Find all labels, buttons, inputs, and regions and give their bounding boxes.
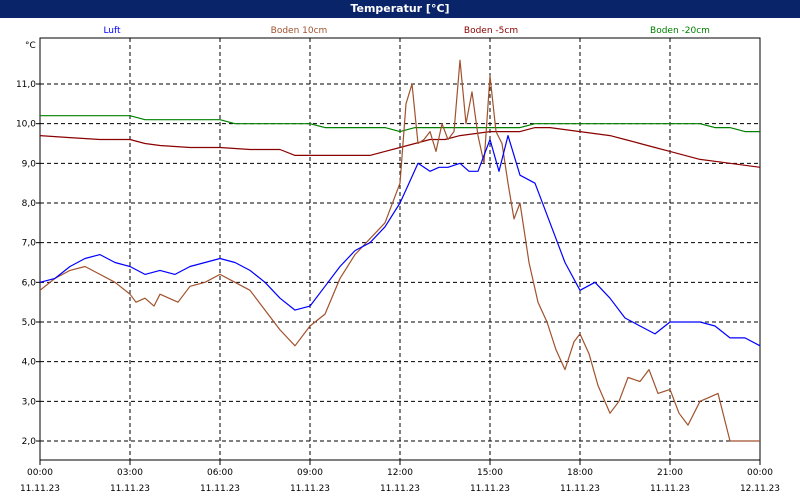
x-tick-date-label: 11.11.23 — [650, 484, 690, 494]
x-tick-date-label: 11.11.23 — [560, 484, 600, 494]
x-tick-time-label: 18:00 — [567, 468, 593, 478]
x-tick-date-label: 11.11.23 — [20, 484, 60, 494]
y-tick-label: 11,0 — [16, 80, 36, 90]
y-tick-label: 8,0 — [22, 199, 37, 209]
legend-luft: Luft — [103, 26, 121, 36]
x-tick-time-label: 06:00 — [207, 468, 233, 478]
y-tick-label: 6,0 — [22, 278, 37, 288]
x-tick-date-label: 11.11.23 — [110, 484, 150, 494]
legend-boden-5cm: Boden -5cm — [464, 26, 518, 36]
x-tick-time-label: 03:00 — [117, 468, 143, 478]
window-title: Temperatur [°C] — [0, 0, 800, 18]
x-tick-date-label: 12.11.23 — [740, 484, 780, 494]
x-tick-date-label: 11.11.23 — [470, 484, 510, 494]
y-axis-label: °C — [25, 41, 36, 51]
x-tick-time-label: 00:00 — [747, 468, 773, 478]
y-tick-label: 7,0 — [22, 239, 37, 249]
x-tick-date-label: 11.11.23 — [290, 484, 330, 494]
y-tick-label: 5,0 — [22, 318, 37, 328]
x-tick-time-label: 00:00 — [27, 468, 53, 478]
y-tick-label: 9,0 — [22, 159, 37, 169]
x-tick-date-label: 11.11.23 — [380, 484, 420, 494]
y-tick-label: 4,0 — [22, 358, 37, 368]
series-line-boden-20cm — [40, 115, 760, 133]
x-tick-date-label: 11.11.23 — [200, 484, 240, 494]
x-tick-time-label: 09:00 — [297, 468, 323, 478]
series-line-luft — [39, 134, 761, 347]
temperature-chart: 2,0 3,0 4,0 5,0 6,0 7,0 8,0 9,0 10,0 11,0 °C 00:00 1… — [16, 26, 780, 494]
y-tick-label: 10,0 — [16, 120, 36, 130]
series-line-boden-5cm — [39, 126, 761, 168]
x-tick-time-label: 12:00 — [387, 468, 413, 478]
legend-boden-20cm: Boden -20cm — [650, 26, 710, 36]
x-tick-time-label: 21:00 — [657, 468, 683, 478]
chart-area: 2,0 3,0 4,0 5,0 6,0 7,0 8,0 9,0 10,0 11,0 °C 00:00 1… — [0, 18, 800, 500]
legend-boden-10cm: Boden 10cm — [271, 26, 328, 36]
x-tick-time-label: 15:00 — [477, 468, 503, 478]
series-line-boden-10cm — [39, 59, 760, 442]
y-tick-label: 3,0 — [22, 397, 37, 407]
y-tick-label: 2,0 — [22, 437, 37, 447]
